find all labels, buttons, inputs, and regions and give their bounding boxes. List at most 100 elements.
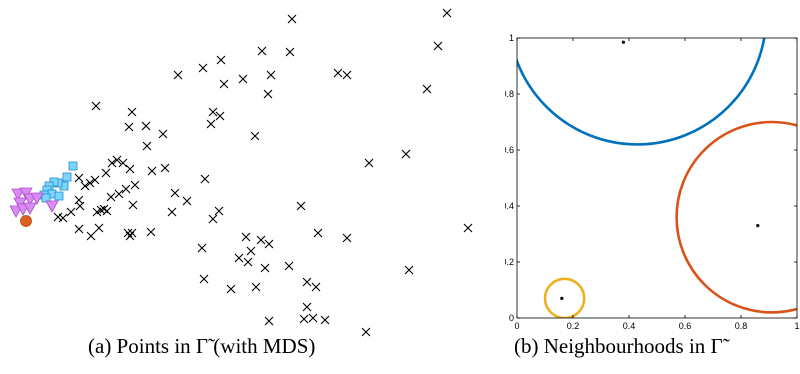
cross-marker: [107, 158, 117, 168]
circle-marker: [20, 215, 32, 227]
cross-marker: [333, 68, 343, 78]
center-point-1: [621, 40, 625, 44]
x-tick-label: 0.4: [623, 321, 636, 331]
cross-marker: [121, 184, 131, 194]
x-tick-label: 1: [794, 321, 799, 331]
cross-marker: [58, 213, 68, 223]
triangle-marker: [30, 192, 44, 205]
y-tick-label: 0.2: [505, 257, 514, 267]
cross-marker: [206, 119, 216, 129]
cross-marker: [256, 235, 266, 245]
cross-marker: [404, 265, 414, 275]
cross-marker: [80, 181, 90, 191]
cross-marker: [215, 111, 225, 121]
cross-marker: [90, 175, 100, 185]
cross-marker: [127, 107, 137, 117]
cross-marker: [401, 149, 411, 159]
x-tick-label: 0.2: [567, 321, 580, 331]
cross-marker: [102, 206, 112, 216]
cross-marker: [302, 277, 312, 287]
cross-marker: [158, 129, 168, 139]
cross-marker: [74, 173, 84, 183]
scatter-chart-mds: [9, 8, 473, 337]
cross-marker: [141, 121, 151, 131]
triangle-marker: [9, 205, 23, 218]
axes-frame: [516, 37, 798, 319]
y-tick-label: 0.4: [505, 201, 514, 211]
cross-marker: [313, 228, 323, 238]
cross-marker: [299, 314, 309, 324]
center-point-3: [560, 296, 564, 300]
cross-marker: [361, 327, 371, 337]
cross-marker: [74, 224, 84, 234]
cross-marker: [234, 253, 244, 263]
triangle-marker: [45, 200, 59, 213]
cross-marker: [364, 158, 374, 168]
square-marker: [68, 161, 78, 171]
cross-marker: [264, 239, 274, 249]
cross-marker: [182, 196, 192, 206]
cross-marker: [342, 70, 352, 80]
triangle-marker: [19, 187, 33, 200]
cross-marker: [296, 201, 306, 211]
neighbourhoods-chart: 00 0.2 0.2 0.4 0.4 0.6 0.6 0.8 0.8 1 1: [505, 33, 800, 331]
cross-marker: [208, 214, 218, 224]
square-marker: [62, 172, 72, 182]
cross-marker: [91, 101, 101, 111]
cross-marker: [66, 207, 76, 217]
cross-marker: [342, 233, 352, 243]
cross-marker: [433, 41, 443, 51]
cross-marker: [173, 70, 183, 80]
caption-neighbourhoods: (b) Neighbourhoods in Γ̃: [514, 334, 723, 358]
cross-marker: [241, 232, 251, 242]
cross-marker: [125, 231, 135, 241]
cross-marker: [199, 274, 209, 284]
cross-marker: [257, 46, 267, 56]
cross-marker: [216, 55, 226, 65]
cross-marker: [142, 141, 152, 151]
square-marker: [41, 193, 51, 203]
cross-marker: [302, 302, 312, 312]
plot-area: [517, 38, 797, 318]
cross-marker: [147, 166, 157, 176]
caption-points-mds: (a) Points in Γ̃ (with MDS): [88, 334, 316, 358]
cross-marker: [167, 207, 177, 217]
cross-marker: [130, 180, 140, 190]
cross-marker: [85, 178, 95, 188]
cross-marker: [118, 158, 128, 168]
cross-marker: [146, 227, 156, 237]
cross-marker: [238, 74, 248, 84]
cross-marker: [219, 79, 229, 89]
neighbourhood-circle-1: [517, 38, 766, 146]
cross-marker: [208, 107, 218, 117]
cross-marker: [284, 261, 294, 271]
neighbourhood-circle-3: [543, 277, 586, 318]
cross-marker: [287, 14, 297, 24]
x-tick-label: 0.6: [679, 321, 692, 331]
cross-marker: [442, 8, 452, 18]
cross-marker: [285, 47, 295, 57]
cross-marker: [197, 243, 207, 253]
cross-marker: [250, 131, 260, 141]
cross-marker: [214, 206, 224, 216]
triangle-marker: [23, 202, 37, 215]
cross-marker: [246, 246, 256, 256]
cross-marker: [160, 163, 170, 173]
y-tick-label: 1: [509, 33, 514, 43]
cross-marker: [320, 315, 330, 325]
cross-marker: [94, 223, 104, 233]
cross-marker: [86, 231, 96, 241]
cross-marker: [463, 223, 473, 233]
cross-marker: [263, 89, 273, 99]
cross-marker: [170, 188, 180, 198]
x-tick-label: 0: [514, 321, 519, 331]
cross-marker: [260, 263, 270, 273]
triangle-marker: [13, 197, 27, 210]
cross-marker: [75, 201, 85, 211]
y-tick-label: 0.6: [505, 145, 514, 155]
center-point-2: [756, 224, 760, 228]
cross-marker: [112, 155, 122, 165]
cross-marker: [266, 70, 276, 80]
triangle-marker: [11, 188, 25, 201]
cross-marker: [198, 63, 208, 73]
